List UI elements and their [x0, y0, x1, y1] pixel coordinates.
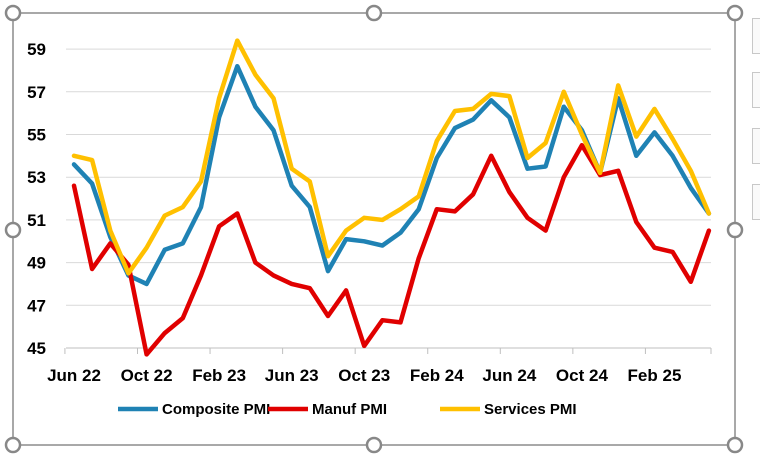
- chart-styles-button[interactable]: [752, 72, 760, 108]
- format-pane-button[interactable]: [752, 184, 760, 220]
- x-tick-label: Oct 23: [338, 366, 390, 385]
- resize-handle[interactable]: [726, 4, 744, 22]
- x-tick-label: Feb 24: [410, 366, 464, 385]
- legend[interactable]: Composite PMI Manuf PMI Services PMI: [118, 401, 577, 418]
- chart-filters-button[interactable]: [752, 128, 760, 164]
- resize-handle[interactable]: [726, 436, 744, 454]
- y-tick-label: 47: [27, 296, 46, 315]
- resize-handle[interactable]: [4, 436, 22, 454]
- resize-handle[interactable]: [365, 4, 383, 22]
- x-tick-label: Oct 24: [556, 366, 609, 385]
- x-tick-label: Feb 25: [628, 366, 682, 385]
- x-axis: Jun 22 Oct 22 Feb 23 Jun 23 Oct 23 Feb 24 Jun …: [47, 366, 681, 385]
- y-tick-label: 57: [27, 83, 46, 102]
- resize-handle[interactable]: [4, 4, 22, 22]
- selection-handles[interactable]: [4, 4, 744, 454]
- legend-label: Composite PMI: [162, 401, 270, 418]
- x-axis-ticks: [64, 348, 712, 354]
- y-tick-label: 55: [27, 126, 46, 145]
- x-tick-label: Jun 24: [482, 366, 536, 385]
- x-tick-label: Feb 23: [192, 366, 246, 385]
- x-tick-label: Oct 22: [121, 366, 173, 385]
- legend-label: Manuf PMI: [312, 401, 387, 418]
- series-line-services-pmi[interactable]: [71, 38, 712, 276]
- series-lines: [71, 38, 712, 357]
- legend-label: Services PMI: [484, 401, 577, 418]
- y-tick-label: 59: [27, 40, 46, 59]
- x-tick-label: Jun 22: [47, 366, 101, 385]
- y-axis: 45 47 49 51 53 55 57 59: [27, 40, 46, 358]
- x-tick-label: Jun 23: [265, 366, 319, 385]
- y-tick-label: 49: [27, 254, 46, 273]
- y-tick-label: 45: [27, 339, 46, 358]
- resize-handle[interactable]: [365, 436, 383, 454]
- resize-handle[interactable]: [4, 221, 22, 239]
- chart-elements-button[interactable]: [752, 18, 760, 54]
- y-tick-label: 53: [27, 168, 46, 187]
- y-tick-label: 51: [27, 211, 46, 230]
- series-line-manuf-pmi[interactable]: [71, 142, 712, 357]
- gridlines: [66, 48, 711, 306]
- resize-handle[interactable]: [726, 221, 744, 239]
